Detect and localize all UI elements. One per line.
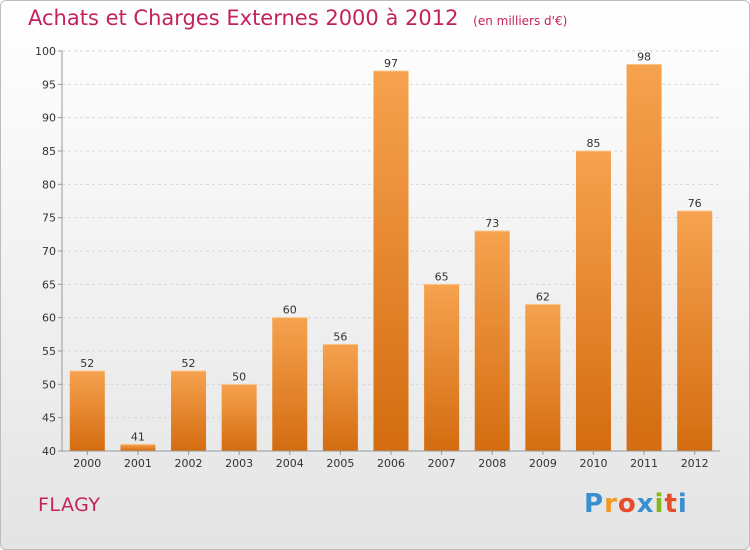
bar-2009[interactable]: [525, 304, 561, 451]
bar-2004[interactable]: [272, 317, 308, 451]
x-tick-label: 2008: [478, 457, 506, 470]
x-tick-label: 2006: [377, 457, 405, 470]
y-tick-label: 55: [42, 345, 56, 358]
x-tick-label: 2003: [225, 457, 253, 470]
y-tick-label: 50: [42, 378, 56, 391]
chart-title-text: Achats et Charges Externes 2000 à 2012: [28, 6, 459, 30]
bar-2000[interactable]: [69, 371, 105, 451]
bar-2002[interactable]: [171, 371, 207, 451]
x-tick-label: 2009: [529, 457, 557, 470]
bar-2003[interactable]: [221, 384, 257, 451]
y-tick-label: 85: [42, 145, 56, 158]
x-tick-label: 2011: [630, 457, 658, 470]
y-tick-label: 65: [42, 278, 56, 291]
bar-2011[interactable]: [626, 64, 662, 452]
bar-2006[interactable]: [373, 71, 409, 451]
data-label: 76: [688, 197, 702, 210]
x-tick-label: 2010: [579, 457, 607, 470]
bar-2010[interactable]: [575, 151, 611, 451]
data-label: 65: [435, 270, 449, 283]
y-tick-label: 80: [42, 178, 56, 191]
y-tick-label: 60: [42, 312, 56, 325]
data-label: 62: [536, 290, 550, 303]
bars: 52 41 52 50 60 56 97 65 73 62 85 98 76: [69, 50, 713, 452]
x-tick-label: 2004: [276, 457, 304, 470]
y-tick-label: 75: [42, 212, 56, 225]
x-tick-label: 2000: [73, 457, 101, 470]
y-tick-label: 70: [42, 245, 56, 258]
data-label: 73: [485, 217, 499, 230]
bar-2012[interactable]: [677, 211, 713, 451]
proxiti-logo[interactable]: Proxiti: [584, 489, 688, 519]
y-tick-label: 90: [42, 112, 56, 125]
axes: 40 45 50 55 60 65 70 75 80 85 90 95 100 2000 2001 2002 2…: [35, 45, 720, 470]
data-label: 97: [384, 57, 398, 70]
y-tick-label: 100: [35, 45, 56, 58]
x-tick-label: 2005: [326, 457, 354, 470]
data-label: 60: [283, 304, 297, 317]
y-tick-label: 95: [42, 78, 56, 91]
data-label: 41: [131, 430, 145, 443]
bar-2001[interactable]: [120, 444, 156, 451]
y-tick-label: 40: [42, 445, 56, 458]
data-label: 85: [586, 137, 600, 150]
chart-subtitle: (en milliers d'€): [473, 14, 568, 28]
bar-2007[interactable]: [424, 284, 460, 451]
y-tick-label: 45: [42, 412, 56, 425]
data-label: 56: [333, 330, 347, 343]
data-label: 52: [182, 357, 196, 370]
chart-title: Achats et Charges Externes 2000 à 2012 (…: [28, 6, 567, 30]
data-label: 52: [80, 357, 94, 370]
location-name: FLAGY: [38, 494, 101, 516]
x-tick-label: 2002: [175, 457, 203, 470]
x-tick-label: 2012: [681, 457, 709, 470]
bar-2008[interactable]: [474, 231, 510, 451]
x-tick-label: 2007: [428, 457, 456, 470]
data-label: 98: [637, 50, 651, 63]
x-tick-label: 2001: [124, 457, 152, 470]
bar-2005[interactable]: [322, 344, 358, 451]
data-label: 50: [232, 370, 246, 383]
